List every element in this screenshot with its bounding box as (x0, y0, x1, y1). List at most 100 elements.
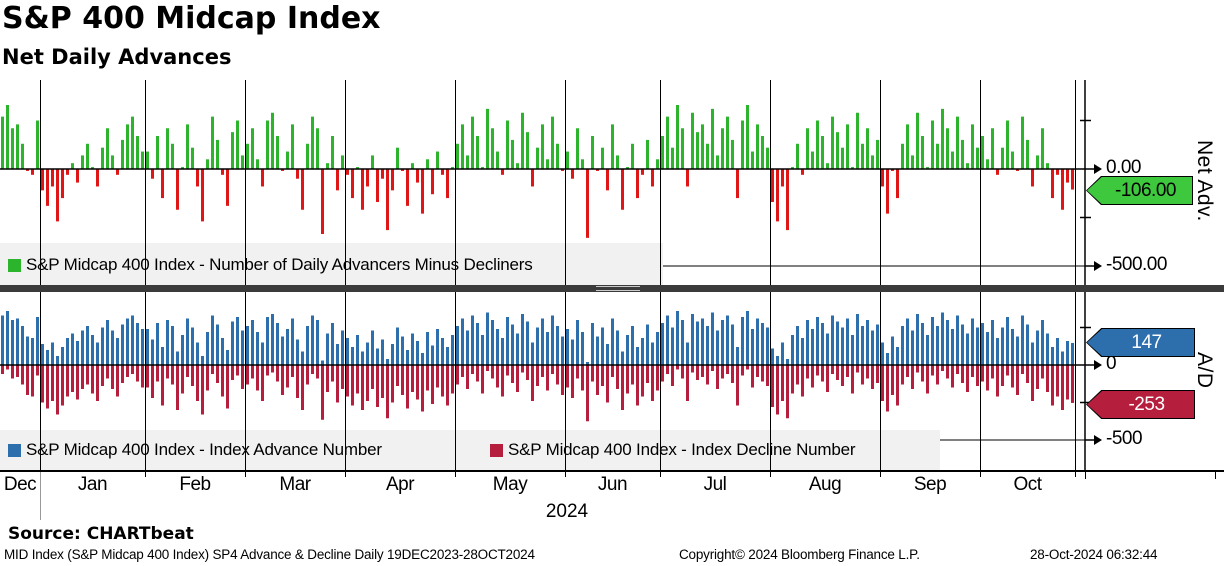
advance-bar (686, 342, 689, 365)
decline-bar (1056, 365, 1059, 397)
net-advances-chart[interactable] (0, 80, 1224, 285)
net-advance-bar (306, 143, 309, 169)
advance-bar (576, 320, 579, 365)
decline-bar (616, 365, 619, 389)
decline-bar (831, 365, 834, 374)
advance-bar (411, 333, 414, 365)
decline-bar (271, 365, 274, 373)
decline-bar (201, 365, 204, 415)
decline-bar (176, 365, 179, 410)
advance-bar (36, 317, 39, 365)
advance-bar (876, 324, 879, 365)
advance-bar (881, 342, 884, 365)
decline-bar (641, 365, 644, 397)
decline-bar (371, 365, 374, 389)
net-advance-bar (256, 159, 259, 169)
net-advance-bar (926, 167, 929, 169)
advance-bar (1, 315, 4, 365)
decline-bar (486, 365, 489, 371)
net-advance-bar (716, 155, 719, 169)
decline-bar (656, 365, 659, 391)
advance-bar (376, 348, 379, 365)
decline-bar (241, 365, 244, 389)
advance-bar (831, 315, 834, 365)
net-decline-bar (281, 169, 284, 171)
advance-bar (626, 335, 629, 365)
decline-bar (971, 365, 974, 377)
net-advance-bar (271, 112, 274, 169)
net-advance-bar (901, 143, 904, 169)
advance-decline-chart[interactable] (0, 292, 1224, 470)
net-decline-bar (416, 169, 419, 183)
advance-bar (981, 323, 984, 365)
advance-bar (706, 326, 709, 365)
advance-bar (611, 318, 614, 365)
net-advance-bar (1001, 147, 1004, 169)
month-label-aug: Aug (808, 474, 842, 495)
decline-bar (516, 365, 519, 392)
decline-bar (526, 365, 529, 380)
net-advance-bar (916, 112, 919, 169)
net-decline-bar (351, 169, 354, 199)
advance-bar (31, 338, 34, 365)
month-boundary-tick (660, 472, 661, 477)
decline-bar (276, 365, 279, 382)
advance-bar (446, 347, 449, 365)
net-decline-bar (226, 169, 229, 206)
net-decline-bar (26, 169, 29, 171)
decline-bar (966, 365, 969, 392)
decline-bar (1026, 365, 1029, 383)
ad-zero-tick-label: 0 (1106, 353, 1117, 374)
advance-bar (766, 327, 769, 365)
decline-bar (881, 365, 884, 401)
advance-bar (536, 327, 539, 365)
advance-bar (196, 342, 199, 365)
decline-bar (196, 365, 199, 401)
decline-bar (76, 365, 79, 400)
net-decline-bar (606, 169, 609, 191)
net-decline-bar (391, 169, 394, 191)
month-boundary-tick (455, 472, 456, 477)
advance-bar (741, 317, 744, 365)
decline-bar (91, 365, 94, 394)
advance-bar (776, 356, 779, 365)
decline-bar (576, 365, 579, 379)
decline-bar (636, 365, 639, 406)
advance-bar (966, 333, 969, 365)
net-advance-bar (666, 116, 669, 169)
year-boundary-tick (40, 472, 41, 520)
copyright-notice: Copyright© 2024 Bloomberg Finance L.P. (679, 547, 920, 562)
net-decline-bar (801, 169, 804, 175)
decline-bar (761, 365, 764, 382)
decline-bar (906, 365, 909, 377)
advance-bar (51, 342, 54, 365)
x-axis-line (0, 470, 1224, 472)
net-advance-bar (191, 147, 194, 169)
net-advances-legend: S&P Midcap 400 Index - Number of Daily A… (8, 255, 533, 275)
net-decline-bar (61, 169, 64, 199)
decline-bar (916, 365, 919, 373)
panel-resize-grip[interactable] (596, 286, 640, 291)
advance-bar (586, 362, 589, 365)
decline-bar (991, 365, 994, 379)
advance-bar (811, 329, 814, 365)
net-advance-bar (681, 128, 684, 169)
advance-bar (656, 332, 659, 365)
advance-legend-label: S&P Midcap 400 Index - Index Advance Num… (26, 440, 382, 459)
net-advance-bar (756, 124, 759, 169)
net-advance-bar (551, 116, 554, 169)
advance-bar (171, 326, 174, 365)
net-advance-bar (871, 155, 874, 169)
net-advance-bar (81, 155, 84, 169)
decline-bar (716, 365, 719, 389)
advance-bar (961, 324, 964, 365)
decline-bar (316, 365, 319, 379)
net-advance-bar (741, 120, 744, 169)
net-decline-bar (51, 169, 54, 187)
decline-bar (1, 365, 4, 374)
decline-bar (681, 365, 684, 379)
net-advance-bar (186, 124, 189, 169)
advance-bar (461, 318, 464, 365)
net-advance-bar (711, 108, 714, 169)
advance-bar (796, 326, 799, 365)
